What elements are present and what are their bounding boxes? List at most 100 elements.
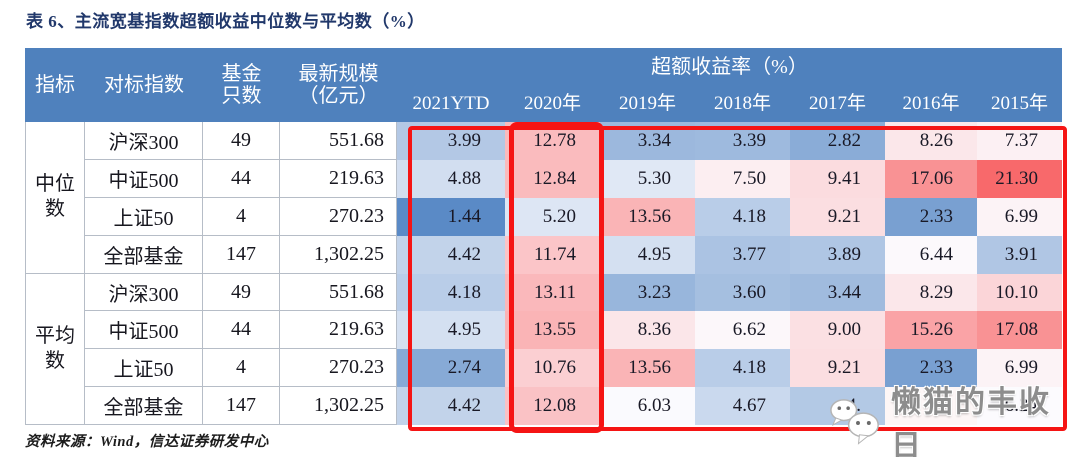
excess-return-cell: 12.08 [505,387,600,426]
year-label: 2016年 [902,92,960,114]
excess-return-cell: 9.21 [790,197,885,236]
excess-return-cell: 9.00 [790,311,885,350]
excess-return-cell: 3.60 [695,273,790,312]
group-label-line2: 数 [45,198,65,221]
benchmark-index-cell: 中证500 [85,311,203,350]
latest-scale-cell: 270.23 [280,349,397,388]
excess-return-cell: 4.18 [397,273,505,312]
year-label: 2015年 [990,92,1048,114]
excess-return-cell: 12.78 [505,122,600,160]
source-note: 资料来源：Wind，信达证券研发中心 [25,434,269,450]
excess-return-cell: 6.99 [977,197,1062,236]
group-label-line1: 平均 [35,324,75,347]
excess-return-cell: 13.11 [505,273,600,312]
excess-return-cell: 10.76 [505,349,600,388]
excess-return-cell: 6.44 [885,235,977,274]
header-fund-count: 基金 只数 [203,48,280,122]
latest-scale-cell: 270.23 [280,197,397,236]
group-label-median: 中位数 [25,122,85,274]
excess-return-cell: 3.44 [790,273,885,312]
excess-return-cell: 3.77 [695,235,790,274]
excess-return-cell: 4.42 [397,235,505,274]
excess-return-cell: 3.89 [790,235,885,274]
year-label: 2021YTD [412,92,490,114]
header-year-2016: 2016年 [885,86,977,122]
excess-return-cell: 4.42 [397,387,505,426]
excess-return-cell: 2.82 [790,122,885,160]
excess-return-cell: 4.95 [600,235,695,274]
latest-scale-cell: 219.63 [280,311,397,350]
excess-return-cell: 8.29 [885,273,977,312]
excess-return-cell: 13.56 [600,197,695,236]
excess-return-cell: 4.18 [695,349,790,388]
year-label: 2018年 [713,92,771,114]
excess-return-cell: 1.44 [397,197,505,236]
excess-return-cell: 6.62 [695,311,790,350]
header-benchmark-index: 对标指数 [85,48,203,122]
group-label-line2: 数 [45,349,65,372]
excess-return-cell: 9.41 [790,159,885,198]
header-year-2015: 2015年 [977,86,1062,122]
latest-scale-cell: 1,302.25 [280,387,397,426]
benchmark-index-cell: 沪深300 [85,273,203,312]
excess-return-cell: 5.20 [505,197,600,236]
watermark-text: 懒猫的丰收日 [891,386,1052,457]
header-year-2018: 2018年 [695,86,790,122]
header-year-2017: 2017年 [790,86,885,122]
excess-return-cell: 2.74 [397,349,505,388]
excess-return-cell [885,387,977,426]
fund-count-cell: 4 [203,349,280,388]
fund-count-cell: 4 [203,197,280,236]
excess-return-cell: 13.56 [600,349,695,388]
excess-return-cell: 13.55 [505,311,600,350]
excess-return-cell: 8.26 [885,122,977,160]
excess-return-cell: 9.21 [790,349,885,388]
header-benchmark-label: 对标指数 [104,74,184,96]
excess-return-cell: 3.99 [397,122,505,160]
excess-return-cell: 4.88 [397,159,505,198]
excess-return-cell: 2.33 [885,349,977,388]
benchmark-index-cell: 上证50 [85,197,203,236]
group-label-line1: 中位 [35,173,75,196]
excess-return-cell: 17.08 [977,311,1062,350]
excess-return-cell: 8.36 [600,311,695,350]
header-latest-scale-line1: 最新规模 [298,63,379,85]
excess-return-cell: 7.50 [695,159,790,198]
header-indicator-label: 指标 [35,74,75,96]
header-indicator: 指标 [25,48,85,122]
watermark: 懒猫的丰收日 [826,377,1080,457]
header-latest-scale-line2: （亿元） [298,85,379,107]
excess-return-cell: 6.03 [600,387,695,426]
year-label: 2020年 [523,92,581,114]
excess-return-cell: 15.26 [885,311,977,350]
excess-return-cell: 6.24 [977,387,1062,426]
header-fund-count-line2: 只数 [221,85,262,107]
header-year-2020: 2020年 [505,86,600,122]
latest-scale-cell: 219.63 [280,159,397,198]
latest-scale-cell: 551.68 [280,273,397,312]
excess-return-cell: 5.30 [600,159,695,198]
header-latest-scale: 最新规模 （亿元） [280,48,397,122]
excess-return-cell: 2.33 [885,197,977,236]
fund-count-cell: 147 [203,235,280,274]
benchmark-index-cell: 沪深300 [85,122,203,160]
excess-return-cell: 10.10 [977,273,1062,312]
year-label: 2019年 [618,92,676,114]
fund-count-cell: 49 [203,122,280,160]
group-label-average: 平均数 [25,273,85,426]
wechat-bubbles-icon [830,399,879,445]
excess-return-cell: 4.95 [397,311,505,350]
excess-return-cell: 4.67 [695,387,790,426]
excess-return-cell: 3.91 [977,235,1062,274]
latest-scale-cell: 551.68 [280,122,397,160]
header-excess-return-span: 超额收益率（%） [397,48,1062,86]
year-label: 2017年 [808,92,866,114]
table-title: 表 6、主流宽基指数超额收益中位数与平均数（%） [26,12,425,31]
excess-return-table: 指标 对标指数 基金 只数 最新规模 （亿元） 超额收益率（%） 2021YTD… [25,48,1062,426]
header-year-2021ytd: 2021YTD [397,86,505,122]
excess-return-cell: 21.30 [977,159,1062,198]
header-fund-count-line1: 基金 [221,63,262,85]
excess-return-cell: 7.37 [977,122,1062,160]
excess-return-cell: 3.39 [695,122,790,160]
